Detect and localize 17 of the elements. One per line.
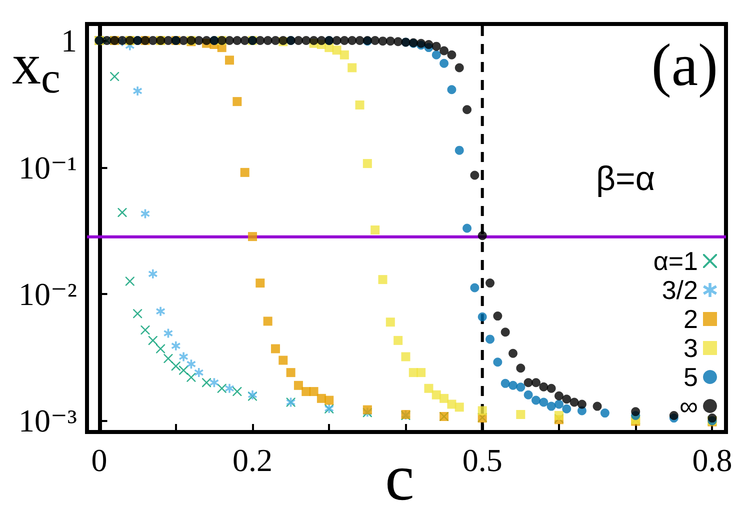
legend-label: 2 — [684, 304, 698, 334]
x-tick-label: 0.2 — [232, 442, 272, 478]
legend-label: 3 — [684, 333, 698, 363]
y-tick-label: 1 — [61, 22, 77, 59]
y-tick-label: 10⁻² — [18, 276, 77, 312]
ref-line-label: β=α — [596, 160, 656, 198]
annotation: (a) — [651, 32, 718, 98]
y-tick-label: 10⁻¹ — [18, 149, 77, 186]
legend-label: α=1 — [653, 246, 698, 276]
y-tick-label: 10⁻³ — [18, 402, 77, 439]
legend-label: 5 — [684, 362, 698, 392]
legend-label: 3/2 — [662, 275, 698, 305]
x-tick-label: 0 — [91, 442, 108, 478]
x-tick-label: 0.5 — [462, 442, 502, 478]
x-tick-label: 0.8 — [692, 442, 732, 478]
x-axis-title: c — [385, 442, 414, 514]
legend-label: ∞ — [679, 391, 698, 421]
